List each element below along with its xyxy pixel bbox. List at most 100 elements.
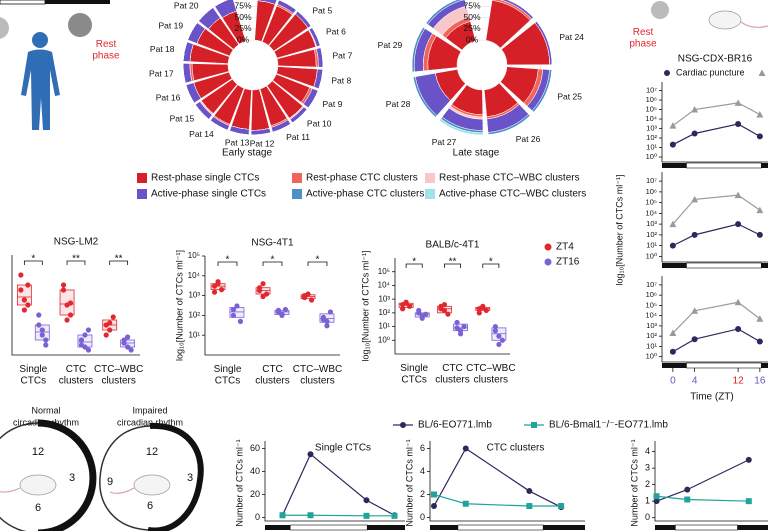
- clock-title: circadian rhythm: [117, 417, 183, 427]
- data-point: [103, 332, 109, 338]
- legend-label: Cardiac puncture: [676, 67, 745, 77]
- axis: [204, 256, 340, 356]
- phase-bar-light: [675, 524, 738, 531]
- x-tick-label: CTC clusters: [435, 363, 469, 386]
- patient-label: Pat 19: [159, 20, 184, 30]
- radial-tick-label: 25%: [234, 23, 251, 33]
- y-tick-label: 10³: [378, 294, 390, 303]
- normal-clock: [0, 419, 97, 531]
- radial-segment: [210, 120, 228, 131]
- data-point: [275, 307, 282, 313]
- data-point: [653, 493, 660, 500]
- radial-segment: [214, 0, 228, 7]
- data-point: [441, 302, 448, 308]
- mouse-icon: [708, 10, 742, 30]
- data-point: [483, 307, 489, 314]
- x-tick-label: Single CTCs: [400, 363, 428, 386]
- y-tick-label: 10¹: [646, 143, 657, 152]
- y-tick-label: 0: [255, 512, 260, 522]
- chart-title: NSG-LM2: [54, 237, 99, 248]
- legend-marker: [758, 69, 766, 76]
- patient-label: Pat 25: [557, 91, 582, 101]
- data-point: [230, 306, 237, 313]
- y-tick-label: 10⁰: [646, 152, 657, 161]
- radial-segment: [185, 84, 195, 104]
- data-point: [735, 221, 742, 228]
- y-tick-label: 10⁷: [646, 86, 657, 95]
- series-line: [656, 495, 749, 502]
- patient-label: Pat 24: [559, 32, 584, 42]
- radial-segment: [412, 77, 436, 118]
- radial-grid: [456, 39, 508, 91]
- legend-swatch: [292, 189, 302, 199]
- significance-bracket: [307, 261, 328, 266]
- legend-label: ZT16: [556, 257, 580, 268]
- data-point: [756, 231, 763, 238]
- y-tick-label: 20: [250, 489, 260, 499]
- data-point: [691, 307, 699, 314]
- data-point: [691, 106, 699, 113]
- patient-label: Pat 10: [307, 118, 332, 128]
- patient-label: Pat 28: [386, 99, 411, 109]
- significance-label: **: [115, 254, 123, 265]
- x-tick-label: CTC clusters: [255, 364, 289, 387]
- x-axis-label: Time (ZT): [690, 392, 734, 403]
- radial-segment: [488, 115, 531, 135]
- y-tick-label: 10²: [646, 230, 657, 239]
- chart-title: Early stage: [222, 148, 272, 159]
- data-point: [691, 195, 699, 203]
- legend-marker: [531, 422, 537, 428]
- y-tick-label: 10¹: [646, 341, 657, 350]
- y-tick-label: 10⁵: [188, 251, 200, 260]
- human-silhouette: [21, 32, 60, 130]
- series-line: [672, 328, 761, 353]
- legend-label: Active-phase CTC–WBC clusters: [439, 189, 586, 200]
- phase-bar-dark: [543, 525, 585, 530]
- patient-label: Pat 26: [516, 134, 541, 144]
- data-point: [457, 331, 464, 337]
- y-tick-label: 1: [645, 496, 650, 506]
- data-point: [653, 498, 660, 505]
- phase-bar-dark: [761, 363, 768, 368]
- y-tick-label: 10¹: [188, 330, 200, 339]
- x-tick-label: CTC–WBC clusters: [466, 363, 515, 386]
- clock-number: 9: [107, 476, 113, 488]
- legend-swatch: [292, 173, 302, 183]
- data-point: [78, 337, 85, 343]
- data-point: [430, 503, 437, 510]
- significance-bracket: [109, 260, 129, 265]
- y-axis-label: Number of CTCs ml⁻¹: [629, 439, 639, 526]
- clock-number: 3: [69, 472, 75, 484]
- series-line: [282, 514, 395, 517]
- data-point: [492, 328, 498, 334]
- legend-label: Active-phase single CTCs: [151, 189, 266, 200]
- data-point: [691, 231, 698, 238]
- data-point: [669, 141, 676, 148]
- rest-phase-label: Rest phase: [92, 39, 120, 62]
- radial-segment: [533, 69, 553, 113]
- radial-segment: [536, 21, 553, 65]
- data-point: [756, 133, 763, 140]
- legend-marker: [544, 258, 552, 266]
- radial-segment: [229, 130, 249, 136]
- data-point: [400, 306, 406, 312]
- axis: [429, 441, 585, 522]
- data-point: [430, 491, 437, 498]
- data-point: [756, 315, 764, 322]
- rest-phase-label: Rest phase: [629, 27, 657, 50]
- y-axis-label: Number of CTCs ml⁻¹: [234, 439, 244, 526]
- axis: [394, 258, 510, 355]
- data-point: [36, 312, 42, 318]
- data-point: [67, 300, 74, 306]
- axis: [11, 255, 140, 356]
- x-tick-label: 0: [670, 376, 676, 387]
- phase-bar-dark: [45, 0, 110, 4]
- data-point: [64, 317, 70, 323]
- phase-bar-dark: [662, 263, 687, 268]
- x-tick-label: 4: [692, 376, 698, 387]
- data-point: [39, 332, 45, 338]
- legend-marker: [544, 243, 552, 251]
- data-point: [39, 327, 45, 333]
- y-tick-label: 10⁷: [646, 176, 657, 185]
